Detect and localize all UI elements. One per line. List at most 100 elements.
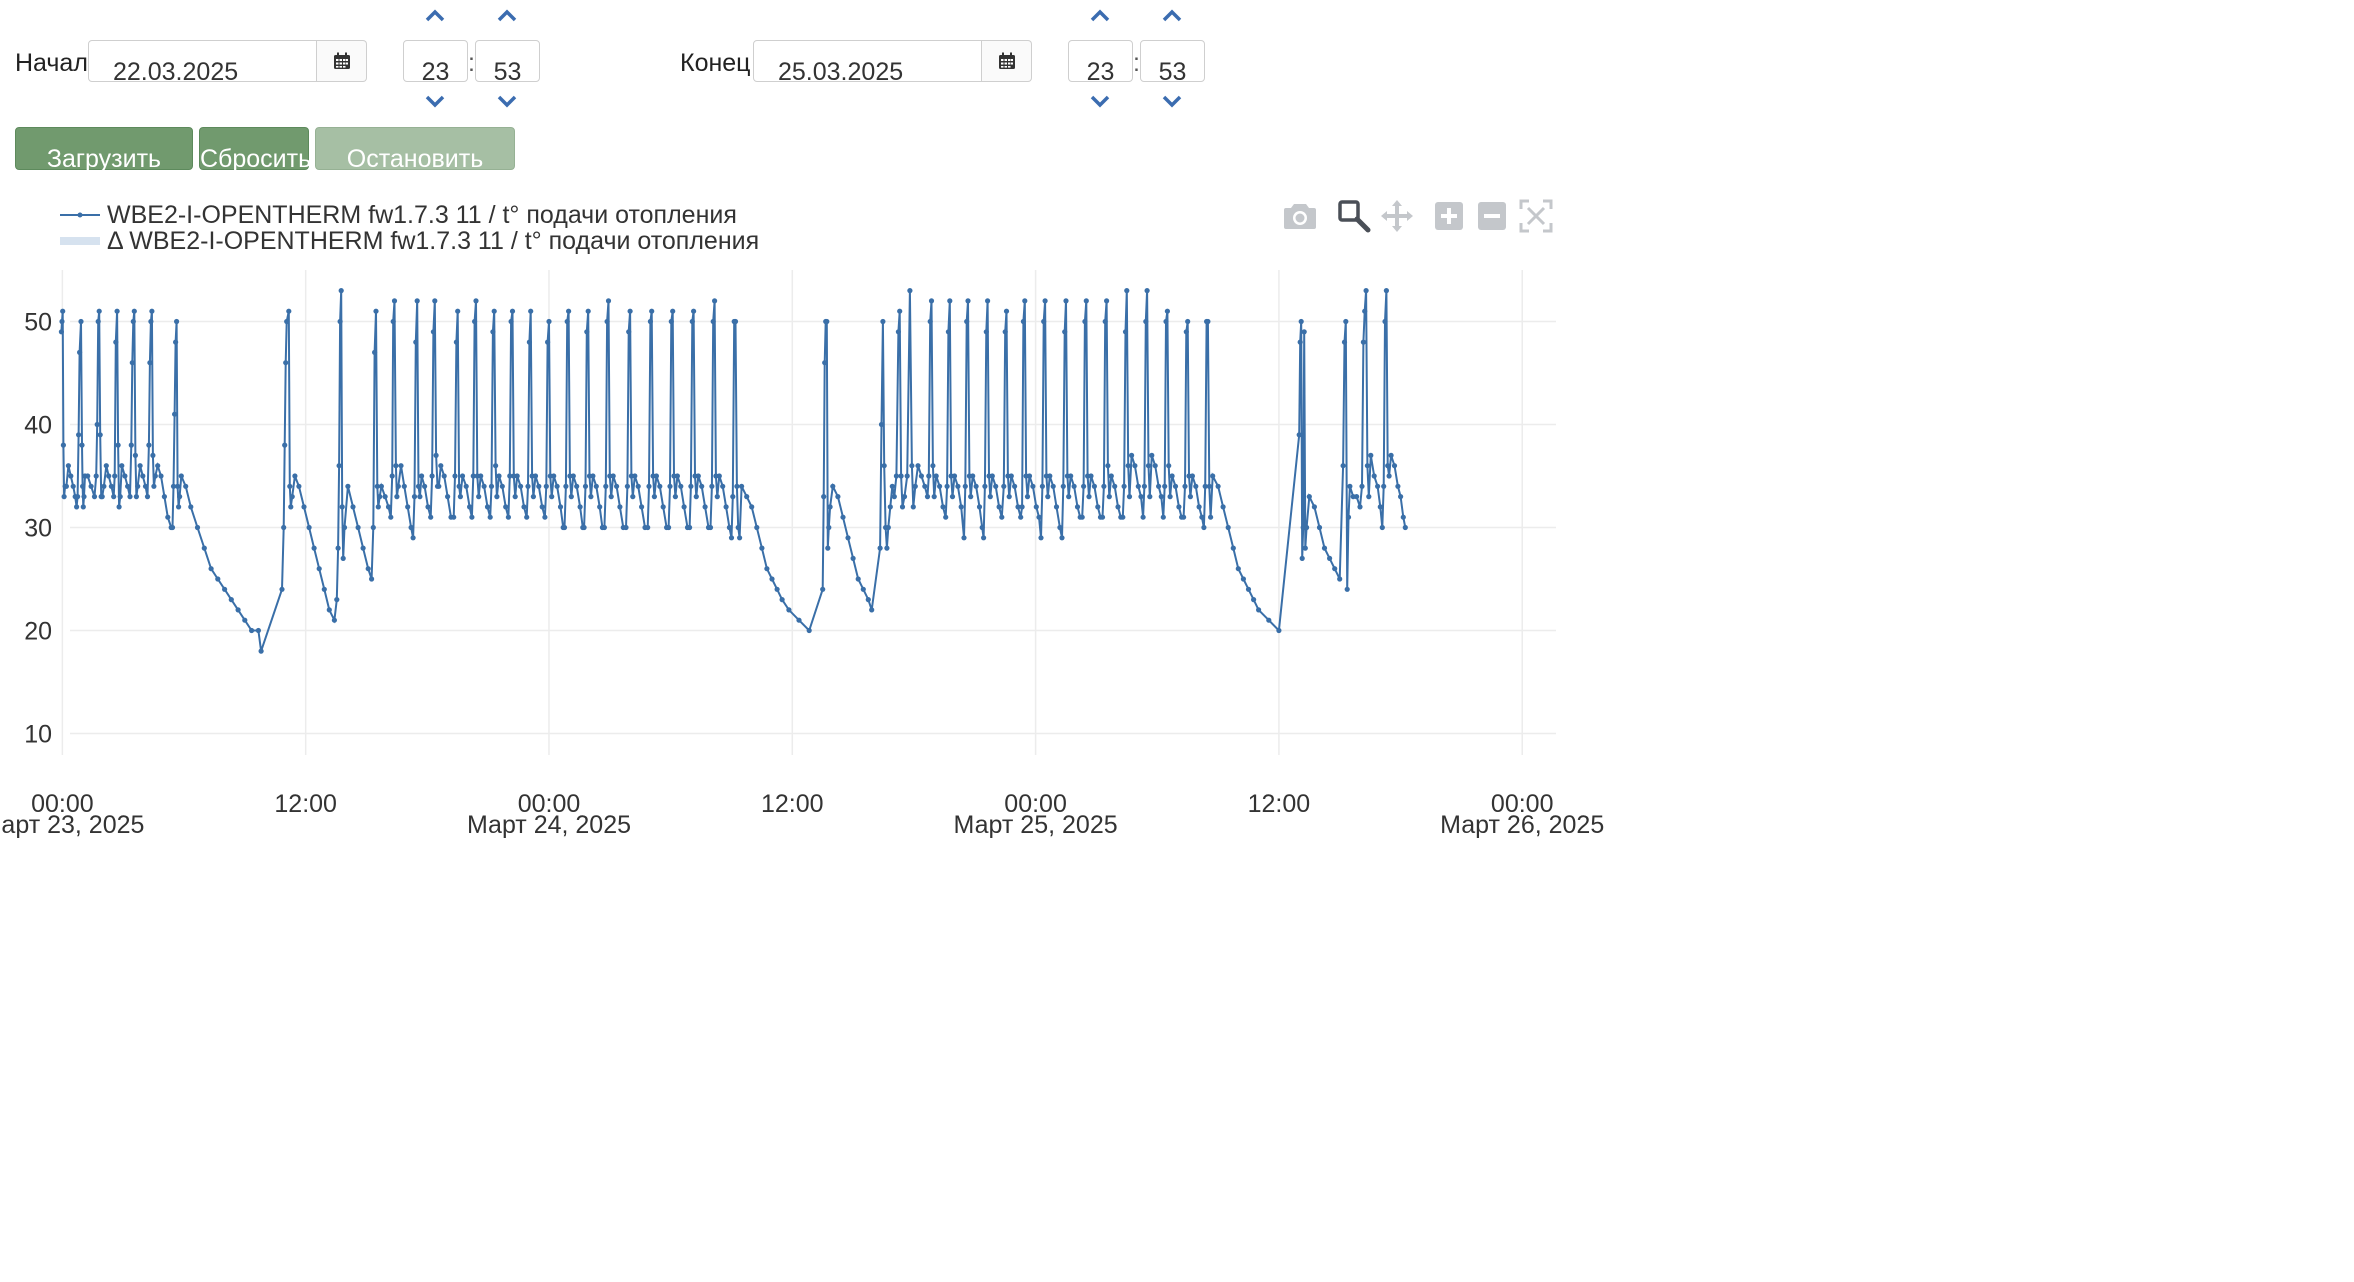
data-point bbox=[1340, 463, 1346, 469]
zoom-out-icon[interactable] bbox=[1478, 202, 1506, 230]
data-point bbox=[1202, 483, 1208, 489]
pan-icon[interactable] bbox=[1380, 199, 1414, 233]
end-minute-input[interactable]: 53 bbox=[1140, 40, 1205, 86]
data-point bbox=[1297, 339, 1303, 345]
data-point bbox=[1099, 514, 1106, 520]
legend-band-swatch bbox=[60, 237, 100, 245]
data-point bbox=[155, 463, 161, 469]
data-point bbox=[99, 494, 105, 500]
end-minute-down-button[interactable] bbox=[1152, 88, 1192, 114]
data-point bbox=[215, 576, 221, 582]
data-point bbox=[133, 494, 139, 500]
data-point bbox=[1176, 504, 1182, 510]
data-point bbox=[1018, 514, 1024, 520]
data-point bbox=[472, 318, 478, 325]
start-calendar-button[interactable] bbox=[317, 40, 367, 82]
data-point bbox=[639, 504, 645, 510]
end-calendar-button[interactable] bbox=[982, 40, 1032, 82]
data-point bbox=[296, 483, 302, 489]
data-point bbox=[912, 483, 918, 489]
data-point bbox=[1105, 463, 1111, 469]
data-point bbox=[1400, 514, 1406, 520]
data-point bbox=[1121, 483, 1127, 489]
data-point bbox=[524, 514, 530, 520]
reset-button[interactable]: Сбросить bbox=[199, 127, 311, 173]
load-data-button[interactable]: Загрузить данные bbox=[15, 127, 193, 235]
data-point bbox=[546, 318, 552, 325]
data-point bbox=[1006, 494, 1012, 500]
data-point bbox=[142, 483, 149, 489]
start-hour-input[interactable]: 23 bbox=[403, 40, 468, 86]
data-point bbox=[81, 494, 87, 500]
data-point bbox=[1015, 504, 1021, 510]
zoom-in-icon[interactable] bbox=[1435, 202, 1463, 230]
data-point bbox=[463, 483, 469, 489]
data-point bbox=[681, 504, 687, 510]
data-point bbox=[584, 329, 590, 335]
legend-item-delta[interactable]: Δ WBE2-I-OPENTHERM fw1.7.3 11 / t° подач… bbox=[60, 227, 759, 255]
data-point bbox=[316, 566, 322, 572]
data-point bbox=[1193, 483, 1199, 489]
zoom-icon[interactable] bbox=[1337, 199, 1371, 233]
data-point bbox=[1095, 504, 1101, 510]
data-point bbox=[282, 442, 288, 448]
start-minute-input[interactable]: 53 bbox=[475, 40, 540, 86]
start-hour-up-button[interactable] bbox=[415, 3, 455, 29]
data-point bbox=[955, 483, 961, 489]
data-point bbox=[144, 494, 151, 500]
start-date-input[interactable]: 22.03.2025 bbox=[88, 40, 317, 86]
data-point bbox=[880, 318, 886, 325]
data-point bbox=[1251, 597, 1257, 603]
data-point bbox=[1088, 473, 1094, 479]
data-point bbox=[1104, 298, 1110, 304]
start-hour-down-button[interactable] bbox=[415, 88, 455, 114]
data-point bbox=[488, 483, 495, 489]
data-point bbox=[566, 308, 572, 314]
camera-icon[interactable] bbox=[1283, 202, 1317, 230]
start-minute-down-button[interactable] bbox=[487, 88, 527, 114]
data-point bbox=[635, 483, 641, 489]
data-point bbox=[897, 308, 903, 314]
end-hour-down-button[interactable] bbox=[1080, 88, 1120, 114]
data-point bbox=[827, 504, 833, 510]
data-point bbox=[445, 494, 451, 500]
data-point bbox=[129, 360, 135, 366]
data-point bbox=[335, 545, 341, 551]
data-point bbox=[931, 494, 937, 500]
x-tick-label: 00:00 bbox=[31, 790, 94, 818]
data-point bbox=[338, 288, 344, 294]
data-point bbox=[1220, 504, 1226, 510]
data-point bbox=[999, 514, 1005, 520]
data-point bbox=[649, 308, 655, 314]
data-point bbox=[632, 473, 638, 479]
data-point bbox=[393, 463, 399, 469]
data-point bbox=[97, 432, 103, 438]
data-point bbox=[796, 617, 802, 623]
data-point bbox=[1256, 607, 1262, 613]
data-point bbox=[1304, 524, 1310, 531]
data-point bbox=[532, 473, 539, 479]
data-point bbox=[1059, 535, 1065, 541]
data-point bbox=[413, 339, 419, 345]
data-point bbox=[175, 483, 181, 489]
data-point bbox=[1386, 473, 1392, 479]
data-point bbox=[321, 586, 327, 592]
end-hour-input[interactable]: 23 bbox=[1068, 40, 1133, 86]
end-minute-up-button[interactable] bbox=[1152, 3, 1192, 29]
start-minute-up-button[interactable] bbox=[487, 3, 527, 29]
data-point bbox=[113, 339, 119, 345]
legend-item-series[interactable]: WBE2-I-OPENTHERM fw1.7.3 11 / t° подачи … bbox=[60, 201, 737, 229]
stop-loading-button[interactable]: Остановить загрузку bbox=[315, 127, 515, 235]
data-point bbox=[467, 504, 473, 510]
data-point bbox=[414, 298, 420, 304]
end-hour-up-button[interactable] bbox=[1080, 3, 1120, 29]
data-point bbox=[774, 586, 780, 592]
data-point bbox=[1083, 298, 1089, 304]
data-point bbox=[707, 524, 714, 531]
x-tick-label: 12:00 bbox=[274, 790, 337, 818]
data-point bbox=[350, 504, 356, 510]
autoscale-icon[interactable] bbox=[1519, 199, 1553, 233]
data-point bbox=[491, 308, 497, 314]
end-date-input[interactable]: 25.03.2025 bbox=[753, 40, 982, 86]
